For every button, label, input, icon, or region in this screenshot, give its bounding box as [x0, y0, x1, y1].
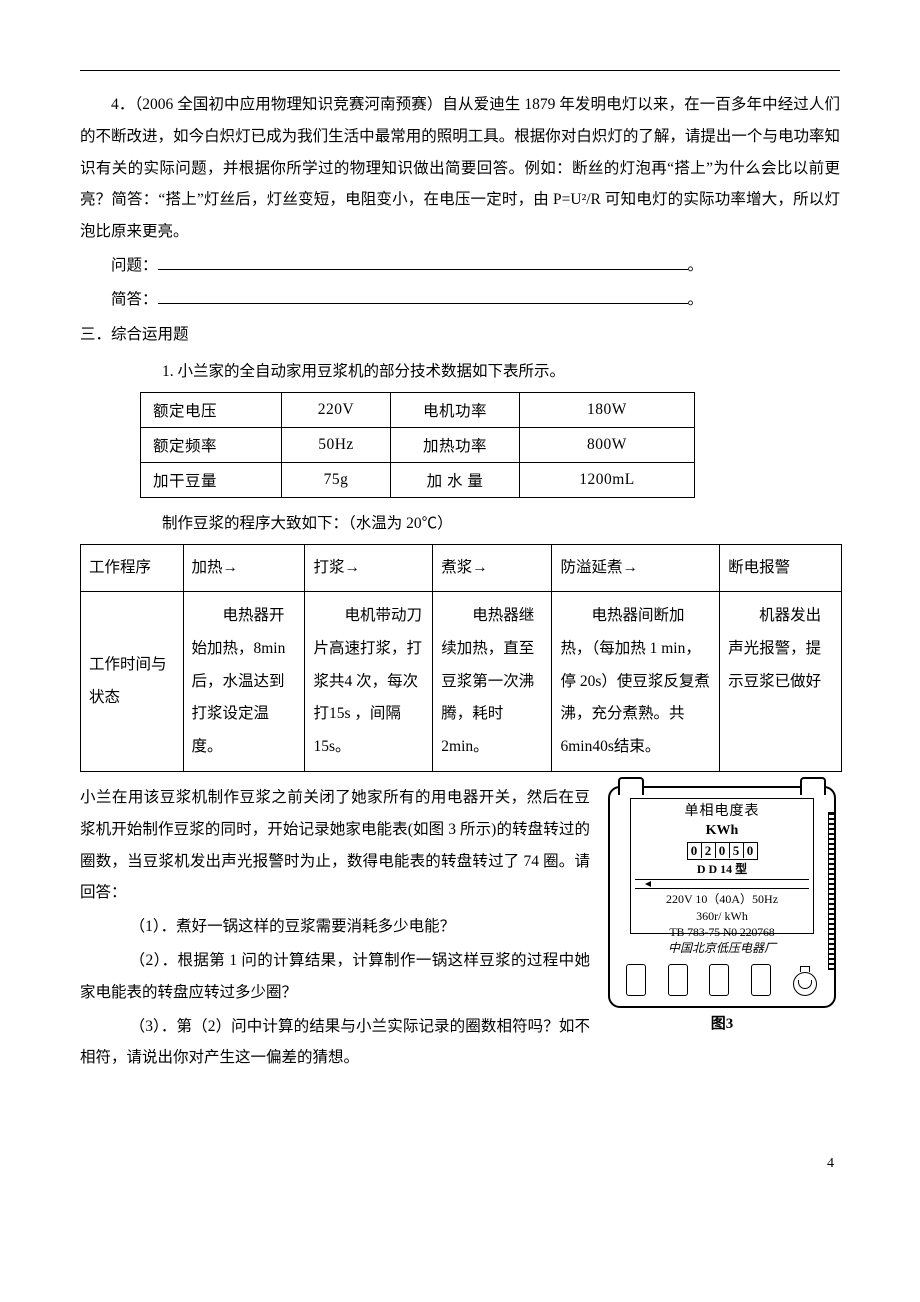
meter-lamp-icon [792, 966, 818, 996]
meter-side-stripes [828, 812, 835, 970]
meter-disk [635, 879, 809, 889]
q4-question-label: 问题： [111, 257, 158, 274]
q4-text: （2006 全国初中应用物理知识竞赛河南预赛）自从爱迪生 1879 年发明电灯以… [80, 96, 840, 240]
meter-digits: 02050 [687, 842, 758, 860]
proc-hdr: 加热→ [183, 544, 305, 592]
section3-heading: 三．综合运用题 [80, 319, 840, 350]
meter-hanger-right [800, 777, 826, 795]
table-row: 加干豆量 75g 加 水 量 1200mL [141, 463, 695, 498]
spec-cell: 800W [520, 428, 695, 463]
proc-hdr: 工作程序 [81, 544, 184, 592]
spec-cell: 50Hz [282, 428, 391, 463]
q4-prefix: 4． [111, 96, 134, 113]
process-table: 工作程序 加热→ 打浆→ 煮浆→ 防溢延煮→ 断电报警 工作时间与状态 电热器开… [80, 544, 842, 772]
q4-answer-blank [158, 286, 688, 303]
spec-cell: 180W [520, 393, 695, 428]
spec-cell: 额定电压 [141, 393, 282, 428]
meter-std: TB 783-75 N0 220768 [631, 924, 813, 940]
meter-panel: 单相电度表 KWh 02050 D D 14 型 220V 10（40A）50H… [630, 798, 814, 934]
page-number: 4 [80, 1156, 840, 1172]
meter-terminal [751, 964, 771, 996]
figure-3: 单相电度表 KWh 02050 D D 14 型 220V 10（40A）50H… [604, 786, 840, 1033]
proc-cell: 电热器继续加热，直至豆浆第一次沸腾，耗时2min。 [433, 592, 552, 772]
proc-cell: 电热器开始加热，8min 后，水温达到打浆设定温度。 [183, 592, 305, 772]
spec-cell: 电机功率 [391, 393, 520, 428]
proc-cell: 机器发出声光报警，提示豆浆已做好 [720, 592, 842, 772]
meter-digit: 2 [702, 843, 716, 858]
spec-cell: 1200mL [520, 463, 695, 498]
meter-digit: 0 [688, 843, 702, 858]
meter-terminal [709, 964, 729, 996]
table-row: 额定电压 220V 电机功率 180W [141, 393, 695, 428]
proc-cell: 电机带动刀片高速打浆，打浆共4 次，每次打15s ，间隔15s。 [305, 592, 433, 772]
table-row: 工作程序 加热→ 打浆→ 煮浆→ 防溢延煮→ 断电报警 [81, 544, 842, 592]
spec-cell: 加 水 量 [391, 463, 520, 498]
spec-cell: 加热功率 [391, 428, 520, 463]
meter-terminal [626, 964, 646, 996]
meter-hanger-left [618, 777, 644, 795]
proc-cell: 电热器间断加热，（每加热 1 min，停 20s）使豆浆反复煮沸，充分煮熟。共 … [552, 592, 720, 772]
q4-question-blank [158, 253, 688, 270]
meter-digit: 0 [716, 843, 730, 858]
q4-question-line: 问题： 。 [80, 250, 840, 282]
proc-hdr: 打浆→ [305, 544, 433, 592]
electricity-meter-diagram: 单相电度表 KWh 02050 D D 14 型 220V 10（40A）50H… [608, 786, 836, 1008]
page-rule [80, 70, 840, 71]
proc-hdr: 煮浆→ [433, 544, 552, 592]
meter-terminals [626, 948, 818, 996]
spec-cell: 额定频率 [141, 428, 282, 463]
q4-question-period: 。 [688, 257, 704, 274]
meter-unit: KWh [631, 822, 813, 841]
spec-cell: 75g [282, 463, 391, 498]
q1-intro: 1. 小兰家的全自动家用豆浆机的部分技术数据如下表所示。 [162, 356, 840, 388]
q4-answer-period: 。 [688, 291, 704, 308]
meter-digit: 0 [744, 843, 757, 858]
proc-hdr: 防溢延煮→ [552, 544, 720, 592]
table-row: 工作时间与状态 电热器开始加热，8min 后，水温达到打浆设定温度。 电机带动刀… [81, 592, 842, 772]
meter-model: D D 14 型 [631, 861, 813, 877]
proc-cell: 工作时间与状态 [81, 592, 184, 772]
meter-digit: 5 [730, 843, 744, 858]
spec-table: 额定电压 220V 电机功率 180W 额定频率 50Hz 加热功率 800W … [140, 392, 695, 498]
table-row: 额定频率 50Hz 加热功率 800W [141, 428, 695, 463]
q4-body: 4．（2006 全国初中应用物理知识竞赛河南预赛）自从爱迪生 1879 年发明电… [80, 89, 840, 248]
meter-rev: 360r/ kWh [631, 908, 813, 924]
spec-cell: 加干豆量 [141, 463, 282, 498]
spec-cell: 220V [282, 393, 391, 428]
meter-terminal [668, 964, 688, 996]
arrow-icon [645, 881, 651, 887]
proc-hdr: 断电报警 [720, 544, 842, 592]
q4-answer-line: 简答： 。 [80, 284, 840, 316]
figure-caption: 图3 [604, 1012, 840, 1033]
q4-answer-label: 简答： [111, 291, 158, 308]
meter-rating: 220V 10（40A）50Hz [631, 891, 813, 907]
q1-after-tbl1: 制作豆浆的程序大致如下：（水温为 20℃） [162, 508, 840, 540]
meter-title: 单相电度表 [631, 803, 813, 822]
